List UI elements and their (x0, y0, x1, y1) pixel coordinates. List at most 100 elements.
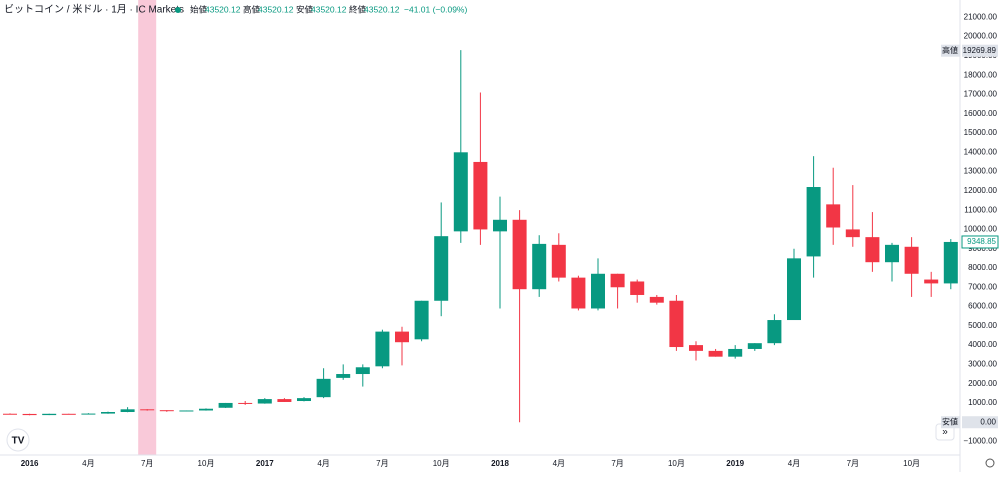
x-tick-label: 2018 (491, 459, 509, 468)
candle-body (61, 413, 76, 415)
candle-body (669, 300, 684, 348)
y-tick-label: −1000.00 (963, 437, 997, 446)
candle-body (316, 378, 331, 398)
chart-title: ビットコイン / 米ドル · 1月 · IC Markets (4, 3, 184, 16)
annotation-value: 0.00 (980, 417, 996, 426)
annotation-label: 高値 (942, 45, 958, 55)
candle-body (257, 399, 272, 404)
y-tick-label: 21000.00 (964, 12, 998, 21)
x-tick-label: 7月 (376, 459, 388, 468)
y-tick-label: 15000.00 (964, 128, 998, 137)
x-tick-label: 10月 (198, 459, 215, 468)
candle-body (512, 219, 527, 290)
legend-label: 安値 (296, 4, 314, 14)
candle-body (826, 204, 841, 228)
annotation-value: 19269.89 (963, 46, 997, 55)
candle-body (336, 374, 351, 378)
candle-body (747, 343, 762, 349)
x-tick-label: 2016 (21, 459, 39, 468)
candle-body (453, 152, 468, 232)
x-tick-label: 10月 (668, 459, 685, 468)
candle-body (297, 398, 311, 402)
candle-body (551, 244, 566, 278)
candle-body (179, 410, 194, 412)
y-tick-label: 2000.00 (968, 379, 997, 388)
x-tick-label: 7月 (141, 459, 153, 468)
crosshair-band (138, 0, 157, 455)
candle-body (904, 246, 919, 274)
candle-body (865, 237, 880, 263)
candle-body (728, 348, 743, 357)
y-tick-label: 11000.00 (964, 205, 997, 214)
x-tick-label: 10月 (433, 459, 450, 468)
y-tick-label: 8000.00 (968, 263, 997, 272)
annotation-value-box (962, 44, 998, 57)
candle-body (159, 410, 174, 412)
legend-label: 終値 (349, 4, 367, 14)
legend-value: 43520.12 (311, 4, 347, 14)
candle-body (375, 331, 390, 367)
candle-body (355, 367, 370, 375)
legend-value: 43520.12 (258, 4, 294, 14)
legend-value: 43520.12 (364, 4, 400, 14)
candle-body (434, 236, 449, 301)
y-tick-label: 16000.00 (964, 109, 998, 118)
candle-body (140, 409, 155, 411)
annotation-label: 安値 (942, 416, 958, 426)
y-tick-label: 10000.00 (964, 225, 998, 234)
candle-body (885, 244, 899, 263)
x-tick-label: 10月 (903, 459, 920, 468)
svg-text:TV: TV (12, 436, 25, 447)
x-tick-label: 2019 (726, 459, 744, 468)
candle-body (591, 273, 605, 309)
candle-body (473, 161, 488, 230)
y-tick-label: 1000.00 (968, 398, 997, 407)
y-tick-label: 14000.00 (964, 147, 998, 156)
y-tick-label: 7000.00 (968, 282, 997, 291)
candle-body (532, 243, 547, 290)
annotation-value-box (961, 235, 999, 249)
candle-body (787, 258, 801, 321)
legend-label: 高値 (243, 4, 261, 14)
candle-body (924, 279, 939, 284)
y-tick-label: 5000.00 (968, 321, 997, 330)
annotation-value: 9348.85 (967, 237, 996, 246)
x-tick-label: 7月 (611, 459, 623, 468)
x-tick-label: 4月 (553, 459, 565, 468)
candle-body (943, 241, 958, 284)
y-tick-label: 4000.00 (968, 340, 997, 349)
annotation-value-box (962, 416, 998, 429)
annotation-label-box (941, 416, 960, 429)
candle-body (767, 320, 782, 344)
change-value: −41.01 (−0.09%) (404, 4, 467, 14)
svg-text:»: » (942, 427, 948, 438)
legend-value: 43520.12 (205, 4, 241, 14)
settings-button[interactable] (985, 458, 995, 468)
legend-label: 始値 (190, 4, 208, 14)
candle-body (806, 187, 821, 257)
y-tick-label: 3000.00 (968, 359, 997, 368)
candle-body (571, 277, 586, 309)
candle-body (218, 402, 233, 408)
candle-body (610, 273, 625, 288)
candle-body (81, 413, 96, 415)
status-dot (175, 7, 181, 13)
x-tick-label: 7月 (847, 459, 859, 468)
candle-body (42, 413, 57, 416)
x-tick-label: 4月 (317, 459, 329, 468)
y-tick-label: 12000.00 (964, 186, 998, 195)
candle-body (199, 408, 213, 411)
x-tick-label: 2017 (256, 459, 274, 468)
candle-body (414, 300, 429, 340)
candle-body (120, 409, 135, 413)
candle-body (101, 412, 115, 414)
candle-body (3, 413, 17, 415)
tv-logo: TV (6, 428, 30, 452)
y-tick-label: 18000.00 (964, 70, 998, 79)
y-tick-label: 13000.00 (964, 167, 998, 176)
x-tick-label: 4月 (82, 459, 94, 468)
y-tick-label: 20000.00 (964, 32, 998, 41)
candle-body (689, 345, 703, 351)
x-tick-label: 4月 (788, 459, 800, 468)
y-tick-label: 6000.00 (968, 302, 997, 311)
